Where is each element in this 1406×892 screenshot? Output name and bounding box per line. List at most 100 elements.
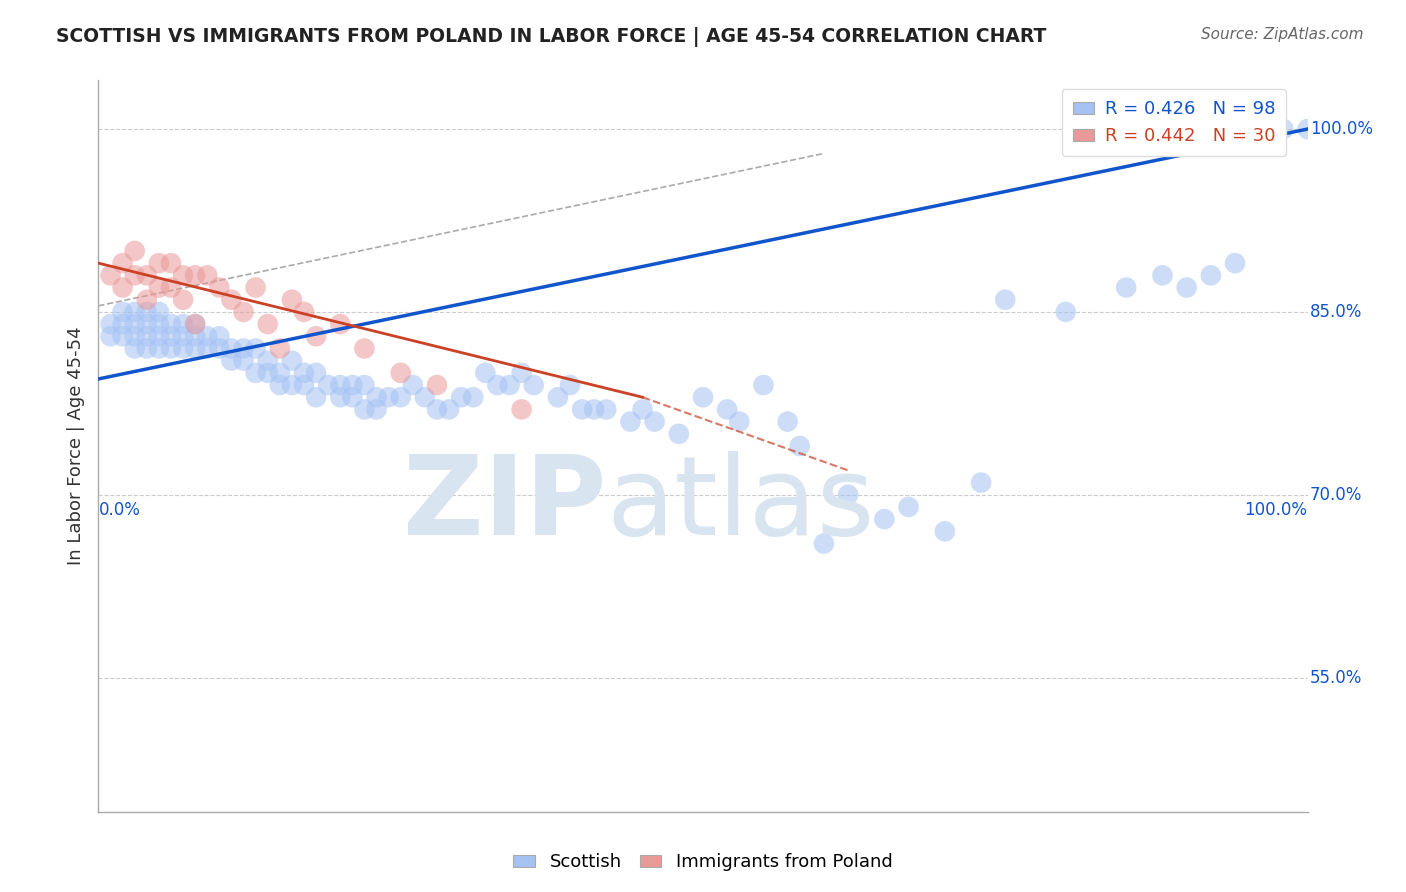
- Point: [353, 378, 375, 392]
- Point: [1199, 268, 1222, 283]
- Point: [160, 280, 183, 294]
- Point: [873, 512, 896, 526]
- Point: [172, 268, 194, 283]
- Point: [728, 415, 751, 429]
- Text: 85.0%: 85.0%: [1310, 303, 1362, 321]
- Point: [221, 293, 243, 307]
- Point: [716, 402, 738, 417]
- Point: [160, 329, 183, 343]
- Point: [1152, 268, 1174, 283]
- Point: [148, 305, 170, 319]
- Point: [292, 366, 315, 380]
- Point: [269, 342, 291, 356]
- Point: [1296, 122, 1319, 136]
- Text: ZIP: ZIP: [404, 451, 606, 558]
- Point: [232, 353, 254, 368]
- Point: [160, 317, 183, 331]
- Point: [377, 390, 399, 404]
- Point: [184, 317, 207, 331]
- Point: [281, 353, 304, 368]
- Point: [292, 305, 315, 319]
- Point: [547, 390, 569, 404]
- Text: 0.0%: 0.0%: [98, 501, 141, 519]
- Point: [172, 293, 194, 307]
- Text: SCOTTISH VS IMMIGRANTS FROM POLAND IN LABOR FORCE | AGE 45-54 CORRELATION CHART: SCOTTISH VS IMMIGRANTS FROM POLAND IN LA…: [56, 27, 1046, 46]
- Point: [426, 402, 449, 417]
- Point: [135, 305, 157, 319]
- Point: [208, 329, 231, 343]
- Point: [316, 378, 339, 392]
- Point: [111, 280, 134, 294]
- Point: [413, 390, 436, 404]
- Point: [970, 475, 993, 490]
- Point: [148, 329, 170, 343]
- Point: [837, 488, 859, 502]
- Point: [100, 329, 122, 343]
- Point: [305, 390, 328, 404]
- Text: 100.0%: 100.0%: [1310, 120, 1374, 138]
- Point: [245, 280, 267, 294]
- Point: [692, 390, 714, 404]
- Point: [366, 402, 388, 417]
- Point: [269, 366, 291, 380]
- Point: [571, 402, 593, 417]
- Point: [135, 268, 157, 283]
- Point: [184, 268, 207, 283]
- Point: [172, 329, 194, 343]
- Point: [195, 268, 218, 283]
- Point: [269, 378, 291, 392]
- Point: [789, 439, 811, 453]
- Point: [135, 329, 157, 343]
- Point: [292, 378, 315, 392]
- Point: [135, 317, 157, 331]
- Legend: R = 0.426   N = 98, R = 0.442   N = 30: R = 0.426 N = 98, R = 0.442 N = 30: [1062, 89, 1286, 156]
- Point: [208, 280, 231, 294]
- Point: [172, 317, 194, 331]
- Point: [124, 329, 146, 343]
- Point: [195, 342, 218, 356]
- Point: [148, 317, 170, 331]
- Point: [342, 378, 364, 392]
- Point: [897, 500, 920, 514]
- Point: [776, 415, 799, 429]
- Point: [124, 268, 146, 283]
- Point: [402, 378, 425, 392]
- Point: [160, 342, 183, 356]
- Point: [426, 378, 449, 392]
- Point: [245, 366, 267, 380]
- Point: [366, 390, 388, 404]
- Point: [232, 305, 254, 319]
- Point: [111, 256, 134, 270]
- Point: [1175, 280, 1198, 294]
- Point: [437, 402, 460, 417]
- Point: [245, 342, 267, 356]
- Point: [281, 293, 304, 307]
- Point: [329, 378, 352, 392]
- Point: [281, 378, 304, 392]
- Point: [221, 342, 243, 356]
- Point: [329, 390, 352, 404]
- Point: [523, 378, 546, 392]
- Point: [595, 402, 617, 417]
- Point: [305, 329, 328, 343]
- Point: [342, 390, 364, 404]
- Point: [256, 366, 278, 380]
- Point: [619, 415, 641, 429]
- Point: [1223, 256, 1246, 270]
- Point: [510, 402, 533, 417]
- Point: [486, 378, 509, 392]
- Point: [232, 342, 254, 356]
- Point: [111, 305, 134, 319]
- Point: [184, 317, 207, 331]
- Point: [752, 378, 775, 392]
- Point: [558, 378, 581, 392]
- Point: [195, 329, 218, 343]
- Point: [148, 280, 170, 294]
- Point: [631, 402, 654, 417]
- Point: [389, 390, 412, 404]
- Point: [474, 366, 496, 380]
- Point: [934, 524, 956, 539]
- Point: [160, 256, 183, 270]
- Point: [994, 293, 1017, 307]
- Point: [124, 342, 146, 356]
